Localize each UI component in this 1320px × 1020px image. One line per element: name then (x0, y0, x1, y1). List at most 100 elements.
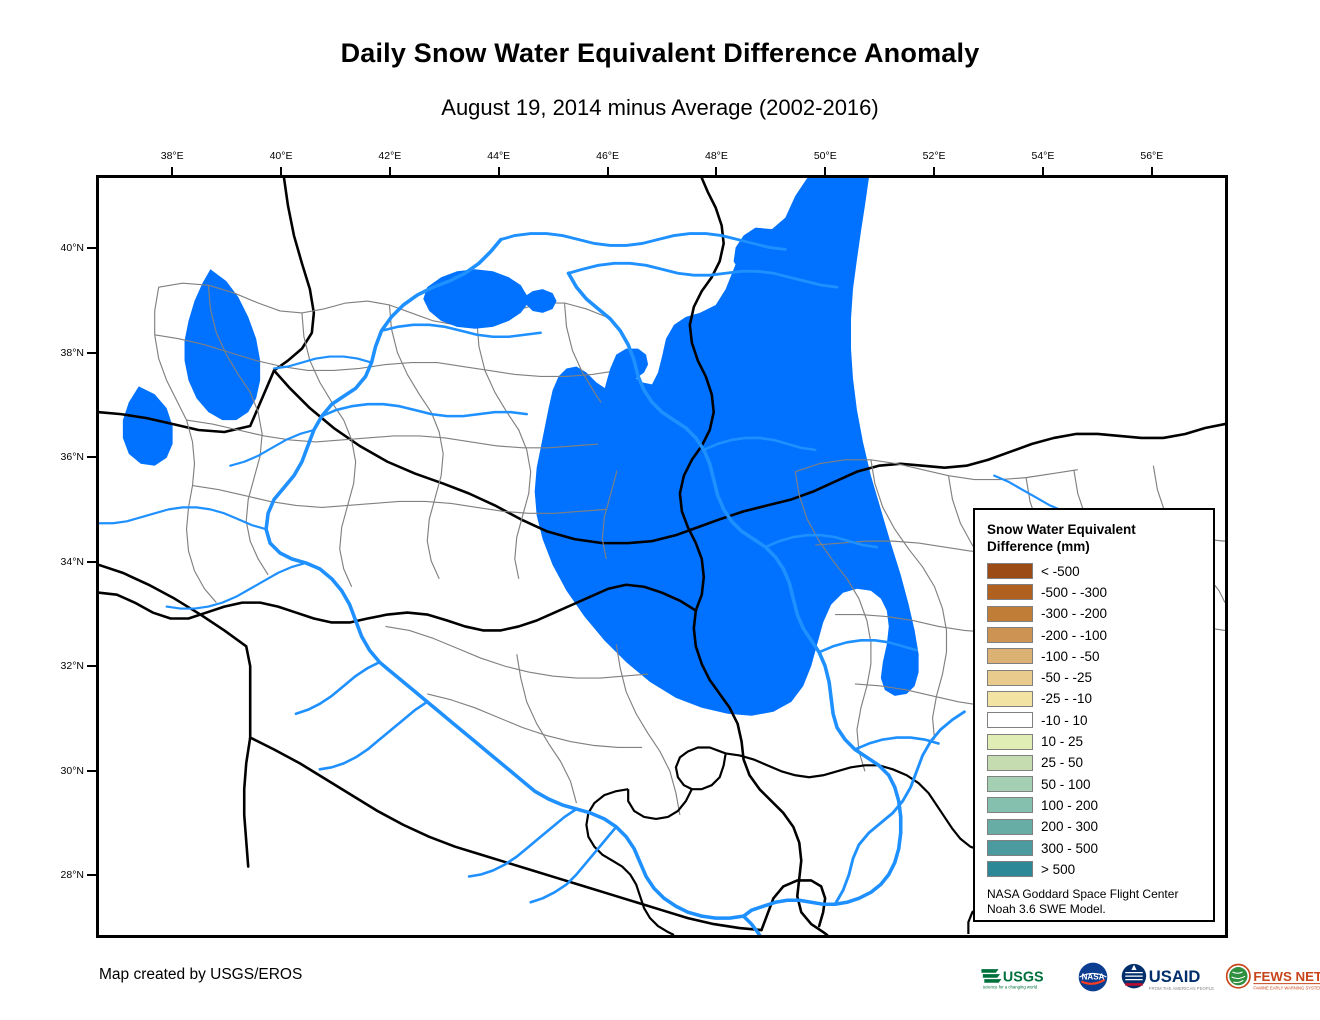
longitude-label: 46°E (596, 150, 620, 162)
legend-swatch (987, 797, 1033, 814)
tigris-euphrates-rivers (99, 232, 1207, 935)
legend-swatch (987, 584, 1033, 601)
legend-label: -500 - -300 (1041, 584, 1108, 600)
legend-row: -10 - 10 (987, 710, 1203, 731)
latitude-label: 38°N (60, 346, 84, 359)
legend-swatch (987, 776, 1033, 793)
legend-note-line2: Noah 3.6 SWE Model. (987, 901, 1106, 916)
longitude-tick (171, 167, 174, 175)
nasa-logo[interactable]: NASA (1075, 960, 1111, 994)
legend-row: -300 - -200 (987, 603, 1203, 624)
legend-label: -10 - 10 (1041, 712, 1088, 728)
legend-swatch (987, 563, 1033, 580)
legend-swatch (987, 605, 1033, 622)
legend-swatch (987, 690, 1033, 707)
legend-label: -300 - -200 (1041, 606, 1108, 622)
legend-row: -25 - -10 (987, 688, 1203, 709)
legend-row: 10 - 25 (987, 731, 1203, 752)
svg-text:NASA: NASA (1082, 973, 1105, 982)
legend-label: 10 - 25 (1041, 734, 1084, 750)
longitude-tick (606, 167, 609, 175)
latitude-tick (87, 874, 96, 877)
legend-label: 25 - 50 (1041, 755, 1084, 771)
longitude-label: 50°E (813, 150, 837, 162)
svg-text:USGS: USGS (1003, 969, 1044, 985)
longitude-tick (388, 167, 391, 175)
map-legend: Snow Water Equivalent Difference (mm) < … (973, 508, 1215, 922)
fewsnet-logo[interactable]: FEWS NET FAMINE EARLY WARNING SYSTEMS NE… (1225, 960, 1320, 994)
legend-row: 50 - 100 (987, 774, 1203, 795)
legend-row: > 500 (987, 859, 1203, 880)
legend-swatch (987, 861, 1033, 878)
legend-title: Snow Water Equivalent Difference (mm) (987, 521, 1203, 556)
latitude-tick (87, 351, 96, 354)
legend-swatch (987, 840, 1033, 857)
map-credit: Map created by USGS/EROS (99, 966, 303, 983)
legend-swatch (987, 818, 1033, 835)
latitude-tick (87, 560, 96, 563)
legend-row: -200 - -100 (987, 624, 1203, 645)
legend-label: > 500 (1041, 861, 1076, 877)
latitude-label: 34°N (60, 555, 84, 568)
legend-label: 300 - 500 (1041, 840, 1099, 856)
legend-row: 300 - 500 (987, 837, 1203, 858)
legend-entries: < -500 -500 - -300 -300 - -200 -200 - -100 -… (987, 561, 1203, 880)
longitude-label: 48°E (704, 150, 728, 162)
legend-label: 100 - 200 (1041, 797, 1099, 813)
legend-label: < -500 (1041, 563, 1080, 579)
usaid-logo[interactable]: USAID FROM THE AMERICAN PEOPLE (1120, 960, 1216, 994)
page-title: Daily Snow Water Equivalent Difference A… (340, 38, 980, 68)
longitude-tick (280, 167, 283, 175)
lake-urmia (596, 348, 670, 474)
latitude-label: 40°N (60, 242, 84, 255)
svg-text:USAID: USAID (1149, 967, 1201, 986)
longitude-tick (715, 167, 718, 175)
legend-swatch (987, 627, 1033, 644)
legend-title-line1: Snow Water Equivalent (987, 522, 1136, 537)
legend-row: -100 - -50 (987, 646, 1203, 667)
lake-van (423, 269, 557, 329)
agency-logos: USGS science for a changing world NASA U… (980, 958, 1320, 996)
svg-text:FROM THE AMERICAN PEOPLE: FROM THE AMERICAN PEOPLE (1149, 986, 1214, 991)
legend-label: 50 - 100 (1041, 776, 1091, 792)
longitude-label: 52°E (922, 150, 946, 162)
latitude-label: 32°N (60, 660, 84, 673)
longitude-label: 56°E (1140, 150, 1164, 162)
legend-attribution: NASA Goddard Space Flight Center Noah 3.… (987, 887, 1203, 917)
latitude-label: 28°N (60, 869, 84, 882)
legend-label: -25 - -10 (1041, 691, 1093, 707)
usgs-logo[interactable]: USGS science for a changing world (980, 960, 1066, 994)
svg-text:FAMINE EARLY WARNING SYSTEMS N: FAMINE EARLY WARNING SYSTEMS NETWORK (1253, 986, 1320, 991)
longitude-tick (1150, 167, 1153, 175)
legend-label: 200 - 300 (1041, 819, 1099, 835)
page-subtitle: August 19, 2014 minus Average (2002-2016… (441, 95, 879, 120)
legend-swatch (987, 669, 1033, 686)
latitude-label: 30°N (60, 764, 84, 777)
latitude-tick (87, 665, 96, 668)
legend-note-line1: NASA Goddard Space Flight Center (987, 886, 1179, 901)
legend-label: -200 - -100 (1041, 627, 1108, 643)
svg-text:FEWS NET: FEWS NET (1253, 969, 1320, 984)
longitude-tick (824, 167, 827, 175)
latitude-label: 36°N (60, 451, 84, 464)
legend-title-line2: Difference (mm) (987, 539, 1090, 555)
longitude-label: 44°E (487, 150, 511, 162)
longitude-label: 54°E (1031, 150, 1055, 162)
legend-row: 25 - 50 (987, 752, 1203, 773)
svg-text:science for a changing world: science for a changing world (983, 984, 1038, 989)
caspian-sea (122, 178, 919, 716)
longitude-tick (497, 167, 500, 175)
legend-swatch (987, 754, 1033, 771)
legend-swatch (987, 712, 1033, 729)
longitude-tick (933, 167, 936, 175)
legend-row: < -500 (987, 561, 1203, 582)
legend-label: -100 - -50 (1041, 648, 1100, 664)
latitude-tick (87, 247, 96, 250)
legend-swatch (987, 648, 1033, 665)
legend-swatch (987, 733, 1033, 750)
longitude-label: 42°E (378, 150, 402, 162)
legend-row: -500 - -300 (987, 582, 1203, 603)
longitude-label: 38°E (160, 150, 184, 162)
latitude-tick (87, 456, 96, 459)
legend-row: -50 - -25 (987, 667, 1203, 688)
